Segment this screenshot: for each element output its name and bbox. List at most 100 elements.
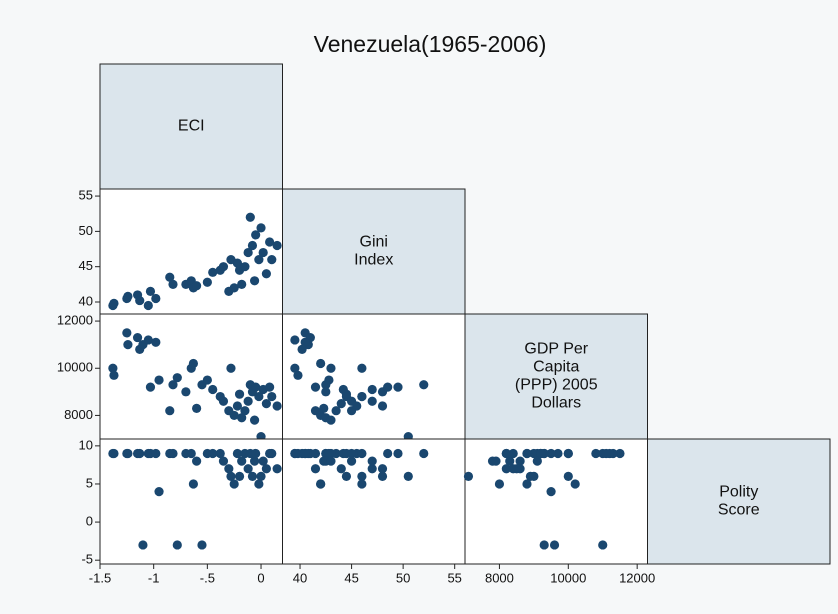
point [300,337,310,347]
point [247,471,258,481]
x-tick-label: 40 [293,570,307,585]
point [324,375,334,385]
y-tick-label: 12000 [57,313,93,328]
chart-title: Venezuela(1965-2006) [314,31,547,57]
y-tick-label: 5 [86,475,93,490]
point [570,479,580,489]
point [316,358,326,369]
point [508,464,518,474]
x-tick-label: 10000 [550,570,586,585]
point [261,399,271,409]
point [122,328,132,338]
point [151,293,161,304]
point [240,406,250,416]
point [293,370,303,380]
point [243,464,253,474]
point [310,448,321,459]
point [591,448,601,459]
point [326,363,336,373]
point [463,471,474,481]
point [151,448,161,459]
point [237,413,247,423]
point [367,456,377,466]
point [202,375,212,385]
point [168,448,178,459]
point [553,448,563,459]
y-tick-label: 40 [79,293,93,308]
point [192,456,202,466]
point [165,406,175,416]
point [202,277,212,287]
point [135,295,145,306]
point [234,389,245,399]
point [272,240,282,251]
point [267,255,277,265]
y-tick-label: 50 [79,223,93,238]
point [300,448,310,459]
point [272,464,282,474]
point [258,247,268,258]
point [254,391,264,402]
point [532,456,542,466]
point [251,448,261,459]
point [172,373,182,383]
point [232,258,243,268]
point [240,262,250,272]
point [247,240,258,251]
point [319,403,329,413]
point [267,391,277,402]
point [208,384,218,395]
point [249,276,260,286]
point [419,380,429,390]
point [324,448,334,459]
point [367,384,377,395]
point [261,464,271,474]
point [598,540,608,550]
y-tick-label: -5 [81,552,93,567]
point [501,448,511,459]
variable-label: Dollars [531,395,581,412]
point [346,448,357,459]
point [151,337,161,347]
point [377,464,388,474]
point [229,410,239,421]
point [341,389,352,399]
variable-label: Score [718,502,760,519]
point [188,358,198,369]
x-tick-label: 55 [447,570,461,585]
point [243,247,253,258]
point [615,448,625,459]
point [265,237,275,247]
point [232,448,243,459]
point [563,448,573,459]
point [290,335,300,345]
y-tick-label: 10 [79,437,93,452]
point [357,448,367,459]
x-tick-label: 12000 [619,570,655,585]
point [154,486,164,497]
point [549,540,560,550]
point [393,382,403,392]
y-tick-label: 8000 [64,407,93,422]
x-tick-label: -.5 [200,570,215,585]
point [256,471,266,481]
point [165,272,175,282]
point [297,344,307,354]
point [192,403,202,413]
point [186,448,196,459]
point [529,471,539,481]
diagonal-cell [647,438,831,565]
point [367,396,377,406]
point [132,332,143,343]
point [357,391,367,402]
point [123,340,133,350]
diagonal-cell [99,63,283,190]
point [237,456,247,466]
point [243,396,253,406]
point [218,396,229,406]
point [331,406,341,416]
point [226,471,236,481]
point [143,335,153,345]
point [522,448,532,459]
point [245,212,255,222]
